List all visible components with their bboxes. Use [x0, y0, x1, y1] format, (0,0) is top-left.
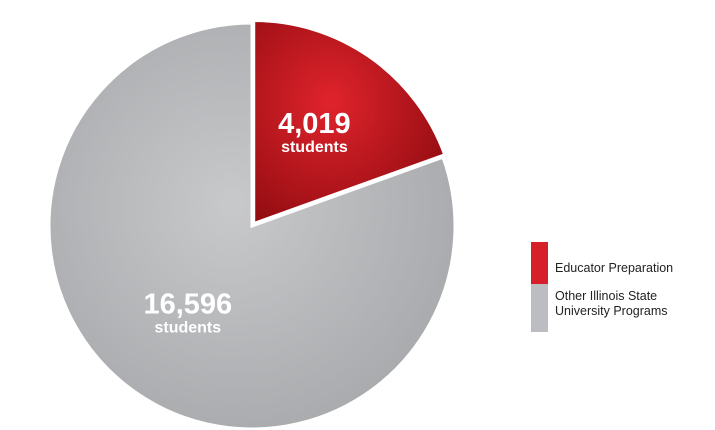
pie-slice-other-programs [47, 21, 457, 430]
legend-item-educator-preparation: Educator Preparation [531, 242, 711, 284]
legend-label: Other Illinois State University Programs [555, 289, 668, 318]
legend-item-other-programs: Other Illinois State University Programs [531, 284, 711, 332]
legend-swatch-educator-preparation [531, 242, 548, 284]
slice-unit-label: students [154, 319, 221, 336]
slice-unit-label: students [281, 139, 348, 156]
slice-value-label: 16,596 [143, 288, 232, 320]
legend: Educator Preparation Other Illinois Stat… [531, 242, 711, 332]
legend-swatch-other-programs [531, 284, 548, 332]
slice-value-label: 4,019 [278, 108, 351, 140]
pie-slice-educator-preparation [252, 19, 447, 226]
legend-label: Educator Preparation [555, 261, 674, 275]
